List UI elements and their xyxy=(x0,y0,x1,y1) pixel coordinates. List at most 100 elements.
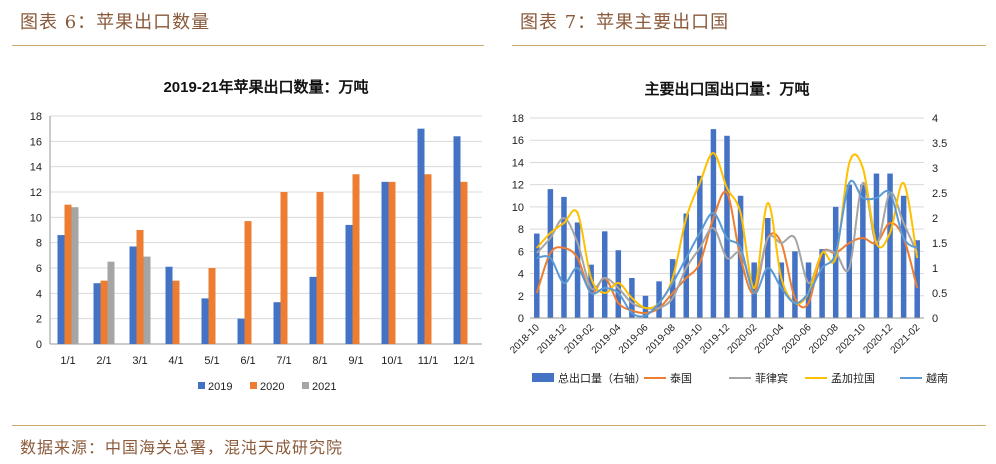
bar-total-2020-02 xyxy=(751,262,757,318)
x-tick-label: 3/1 xyxy=(132,355,147,367)
x-tick-label: 12/1 xyxy=(453,355,474,367)
legend-swatch-2019 xyxy=(198,382,205,389)
bar-total-2020-08 xyxy=(832,206,839,318)
left-y-tick-label: 4 xyxy=(518,269,524,281)
left-y-tick-label: 0 xyxy=(518,313,524,325)
bar-total-2020-10 xyxy=(860,184,866,318)
right-y-tick-label: 0 xyxy=(932,313,938,325)
legend-label: 2019 xyxy=(208,381,232,393)
bar-total-2019-09 xyxy=(683,213,689,318)
bar-total-2020-06 xyxy=(805,262,812,318)
y-tick-label: 2 xyxy=(36,314,42,326)
bar-total-2019-03 xyxy=(601,231,608,318)
left-y-tick-label: 10 xyxy=(512,202,524,214)
bar-2020-12/1 xyxy=(460,181,468,344)
chart-title: 主要出口国出口量：万吨 xyxy=(644,80,809,98)
left-title-rule xyxy=(12,45,484,46)
right-y-tick-label: 2.5 xyxy=(932,188,947,200)
line-菲律宾 xyxy=(536,181,919,310)
bar-2021-3/1 xyxy=(143,256,151,344)
right-y-tick-label: 2 xyxy=(932,213,938,225)
left-y-tick-label: 16 xyxy=(512,135,524,147)
bar-2020-8/1 xyxy=(316,192,324,344)
legend-label: 孟加拉国 xyxy=(831,371,875,385)
bar-2020-10/1 xyxy=(388,181,396,344)
bar-2020-5/1 xyxy=(208,268,216,344)
right-figure-title: 图表 7：苹果主要出口国 xyxy=(520,12,730,33)
export-volume-bar-chart: 2019-21年苹果出口数量：万吨 0 2 4 6 8 10 12 14 16 18 1/1 2/1 3/… xyxy=(30,78,482,393)
bar-2020-1/1 xyxy=(64,204,72,344)
y-tick-label: 16 xyxy=(30,136,42,148)
left-y-tick-label: 12 xyxy=(512,180,524,192)
bar-2020-6/1 xyxy=(244,221,252,344)
right-y-tick-label: 1 xyxy=(932,263,938,275)
bar-2021-1/1 xyxy=(71,207,79,344)
bar-2019-2/1 xyxy=(93,283,101,344)
bar-2019-12/1 xyxy=(453,136,461,344)
x-tick-label: 1/1 xyxy=(60,355,75,367)
bar-total-2020-04 xyxy=(778,262,785,318)
legend-label: 2020 xyxy=(260,381,284,393)
bar-2019-4/1 xyxy=(165,266,173,344)
bar-2019-1/1 xyxy=(57,235,65,344)
bar-2019-8/1 xyxy=(309,276,317,344)
legend-swatch-total xyxy=(532,373,554,382)
bar-2019-3/1 xyxy=(129,246,137,344)
bar-2019-7/1 xyxy=(273,302,281,344)
bar-2020-9/1 xyxy=(352,174,360,344)
export-destinations-combo-chart: 主要出口国出口量：万吨 0 2 4 6 8 10 12 14 16 18 0 0.5 1 1.5 2 2.5 3 3… xyxy=(508,80,948,385)
chart-title: 2019-21年苹果出口数量：万吨 xyxy=(163,78,368,96)
legend-swatch-2020 xyxy=(250,382,257,389)
legend-swatch-2021 xyxy=(302,382,309,389)
x-tick-label: 6/1 xyxy=(240,355,255,367)
bar-total-2020-12 xyxy=(887,173,893,318)
bar-total-2018-10 xyxy=(534,233,540,318)
left-y-tick-label: 14 xyxy=(512,157,524,169)
bar-total-2021-01 xyxy=(900,195,907,318)
y-tick-label: 14 xyxy=(30,162,42,174)
bar-2020-11/1 xyxy=(424,174,432,344)
x-tick-label: 5/1 xyxy=(204,355,219,367)
bar-2021-2/1 xyxy=(107,261,115,344)
legend-label: 越南 xyxy=(926,371,948,385)
left-figure-title: 图表 6：苹果出口数量 xyxy=(20,12,211,33)
footer-rule xyxy=(12,425,986,426)
bar-total-2019-04 xyxy=(615,250,622,318)
y-tick-label: 18 xyxy=(30,111,42,123)
bar-total-2019-02 xyxy=(588,264,594,318)
bar-2020-2/1 xyxy=(100,280,108,344)
left-y-tick-label: 18 xyxy=(512,113,524,125)
bar-2019-5/1 xyxy=(201,298,209,344)
bar-total-2020-11 xyxy=(873,173,880,318)
x-tick-label: 2/1 xyxy=(96,355,111,367)
x-tick-label: 8/1 xyxy=(312,355,327,367)
y-tick-label: 4 xyxy=(36,288,42,300)
x-tick-label: 9/1 xyxy=(348,355,363,367)
bar-total-2020-07 xyxy=(819,249,825,318)
bar-total-2019-11 xyxy=(710,129,717,318)
left-y-tick-label: 2 xyxy=(518,291,524,303)
right-y-tick-label: 3.5 xyxy=(932,138,947,150)
bar-total-2019-08 xyxy=(669,259,676,318)
y-tick-label: 0 xyxy=(36,339,42,351)
bar-total-2019-07 xyxy=(656,281,662,318)
bar-total-2019-06 xyxy=(642,295,649,318)
bar-total-2021-02 xyxy=(914,240,920,318)
bar-total-2020-05 xyxy=(792,251,798,318)
x-tick-label: 7/1 xyxy=(276,355,291,367)
right-y-tick-label: 0.5 xyxy=(932,288,947,300)
line-越南 xyxy=(536,179,918,318)
left-y-tick-label: 8 xyxy=(518,224,524,236)
y-tick-label: 6 xyxy=(36,263,42,275)
line-孟加拉国 xyxy=(536,152,919,310)
bar-2019-11/1 xyxy=(417,128,425,344)
y-tick-label: 12 xyxy=(30,187,42,199)
bar-2020-3/1 xyxy=(136,230,144,344)
right-y-tick-label: 1.5 xyxy=(932,238,947,250)
bar-2019-6/1 xyxy=(237,318,245,344)
source-note: 数据来源：中国海关总署，混沌天成研究院 xyxy=(20,438,344,457)
bar-total-2019-12 xyxy=(724,135,730,318)
x-tick-label: 4/1 xyxy=(168,355,183,367)
y-tick-label: 10 xyxy=(30,212,42,224)
bar-total-2019-01 xyxy=(574,222,581,318)
